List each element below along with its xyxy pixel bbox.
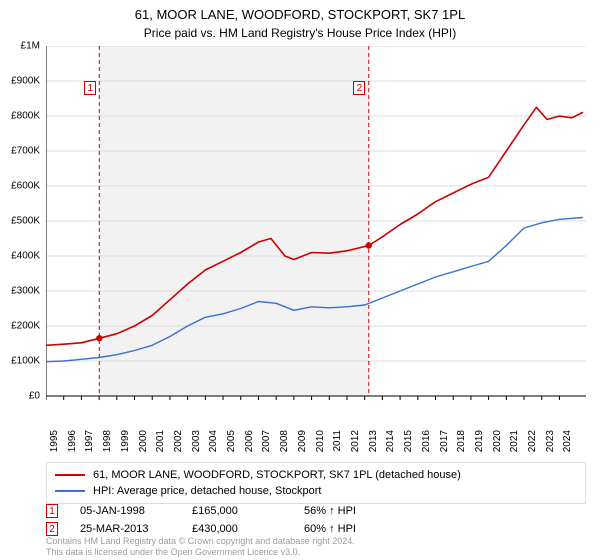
x-tick-label: 1996	[67, 408, 78, 430]
x-axis-labels: 1995 1996 1997 1998 1999 2000 2001 2002 2003 2004…	[46, 400, 586, 434]
x-tick-label: 2015	[403, 408, 414, 430]
y-tick-label: £0	[0, 391, 40, 402]
sale-row: 2 25-MAR-2013 £430,000 60% ↑ HPI	[46, 520, 586, 538]
plot-area: £0£100K£200K£300K£400K£500K£600K£700K£80…	[46, 46, 586, 426]
x-tick-label: 2000	[138, 408, 149, 430]
x-tick-label: 2010	[315, 408, 326, 430]
y-tick-label: £300K	[0, 286, 40, 297]
sale-marker: 1	[46, 504, 58, 518]
x-tick-label: 2020	[492, 408, 503, 430]
y-tick-label: £800K	[0, 111, 40, 122]
x-tick-label: 2011	[332, 408, 343, 430]
x-tick-label: 1999	[120, 408, 131, 430]
x-tick-label: 2014	[385, 408, 396, 430]
footer: Contains HM Land Registry data © Crown c…	[46, 536, 586, 558]
legend-swatch	[55, 474, 85, 476]
x-tick-label: 2017	[439, 408, 450, 430]
x-tick-label: 1995	[49, 408, 60, 430]
legend-label: HPI: Average price, detached house, Stoc…	[93, 485, 322, 497]
x-tick-label: 2001	[155, 408, 166, 430]
x-tick-label: 2022	[527, 408, 538, 430]
chart-subtitle: Price paid vs. HM Land Registry's House …	[0, 24, 600, 40]
plot-svg	[46, 46, 586, 426]
legend-item: 61, MOOR LANE, WOODFORD, STOCKPORT, SK7 …	[55, 467, 577, 483]
x-tick-label: 2007	[261, 408, 272, 430]
legend-label: 61, MOOR LANE, WOODFORD, STOCKPORT, SK7 …	[93, 469, 461, 481]
footer-line-1: Contains HM Land Registry data © Crown c…	[46, 536, 586, 547]
x-tick-label: 2019	[474, 408, 485, 430]
y-tick-label: £100K	[0, 356, 40, 367]
legend: 61, MOOR LANE, WOODFORD, STOCKPORT, SK7 …	[46, 462, 586, 504]
footer-line-2: This data is licensed under the Open Gov…	[46, 547, 586, 558]
y-tick-label: £900K	[0, 76, 40, 87]
sale-marker: 2	[46, 522, 58, 536]
sale-price: £165,000	[192, 505, 282, 517]
x-tick-label: 1998	[102, 408, 113, 430]
sale-hpi: 60% ↑ HPI	[304, 523, 394, 535]
x-tick-label: 2012	[350, 408, 361, 430]
y-tick-label: £500K	[0, 216, 40, 227]
x-tick-label: 2002	[173, 408, 184, 430]
sale-price: £430,000	[192, 523, 282, 535]
x-tick-label: 2004	[208, 408, 219, 430]
x-tick-label: 2021	[509, 408, 520, 430]
y-tick-label: £400K	[0, 251, 40, 262]
x-tick-label: 2024	[562, 408, 573, 430]
legend-item: HPI: Average price, detached house, Stoc…	[55, 483, 577, 499]
legend-swatch	[55, 490, 85, 492]
sales-table: 1 05-JAN-1998 £165,000 56% ↑ HPI 2 25-MAR-201…	[46, 502, 586, 538]
marker-label: 2	[353, 81, 365, 95]
x-tick-label: 2009	[297, 408, 308, 430]
sale-date: 05-JAN-1998	[80, 505, 170, 517]
x-tick-label: 2008	[279, 408, 290, 430]
x-tick-label: 2005	[226, 408, 237, 430]
marker-label: 1	[84, 81, 96, 95]
x-tick-label: 2016	[421, 408, 432, 430]
y-tick-label: £200K	[0, 321, 40, 332]
x-tick-label: 2006	[244, 408, 255, 430]
x-tick-label: 2003	[191, 408, 202, 430]
y-tick-label: £700K	[0, 146, 40, 157]
sale-hpi: 56% ↑ HPI	[304, 505, 394, 517]
sale-row: 1 05-JAN-1998 £165,000 56% ↑ HPI	[46, 502, 586, 520]
chart-title: 61, MOOR LANE, WOODFORD, STOCKPORT, SK7 …	[0, 0, 600, 24]
x-tick-label: 1997	[84, 408, 95, 430]
root: 61, MOOR LANE, WOODFORD, STOCKPORT, SK7 …	[0, 0, 600, 560]
y-tick-label: £1M	[0, 41, 40, 52]
x-tick-label: 2023	[545, 408, 556, 430]
sale-date: 25-MAR-2013	[80, 523, 170, 535]
x-tick-label: 2013	[368, 408, 379, 430]
x-tick-label: 2018	[456, 408, 467, 430]
y-tick-label: £600K	[0, 181, 40, 192]
